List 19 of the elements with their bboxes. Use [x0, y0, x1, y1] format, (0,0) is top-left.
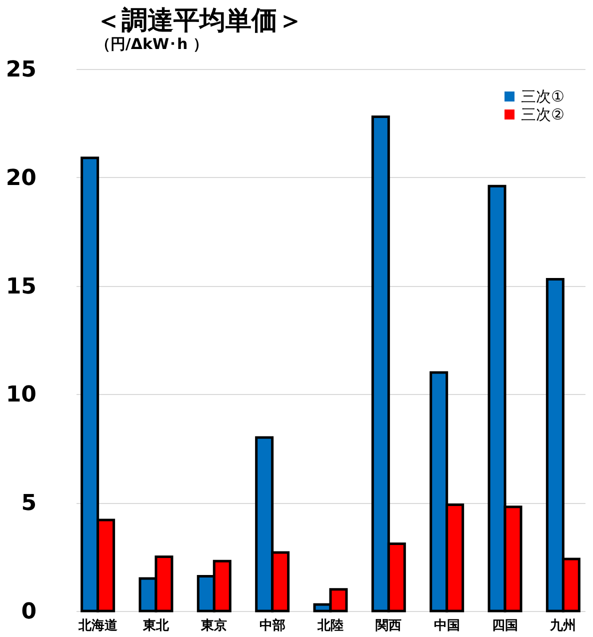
x-tick-label: 九州: [549, 618, 576, 634]
x-tick-label: 東北: [142, 618, 170, 634]
x-tick-label: 中部: [259, 618, 286, 634]
y-tick-label: 0: [21, 600, 36, 624]
y-tick-label: 25: [6, 58, 36, 82]
x-tick-label: 北陸: [316, 618, 344, 634]
x-tick-label: 東京: [200, 618, 228, 634]
x-tick-label: 関西: [376, 618, 402, 634]
y-tick-label: 15: [6, 274, 36, 300]
y-tick-label: 10: [6, 382, 36, 408]
chart-subtitle: （円/ΔkW･h ）: [95, 35, 208, 53]
chart-title: ＜調達平均単価＞: [95, 6, 304, 36]
y-tick-label: 20: [6, 166, 36, 191]
x-tick-label: 北海道: [77, 618, 118, 634]
legend-label: 三次①: [521, 88, 564, 106]
x-tick-label: 中国: [434, 618, 460, 634]
x-tick-label: 四国: [492, 618, 518, 634]
y-tick-label: 5: [21, 491, 36, 516]
legend-label: 三次②: [521, 106, 564, 124]
